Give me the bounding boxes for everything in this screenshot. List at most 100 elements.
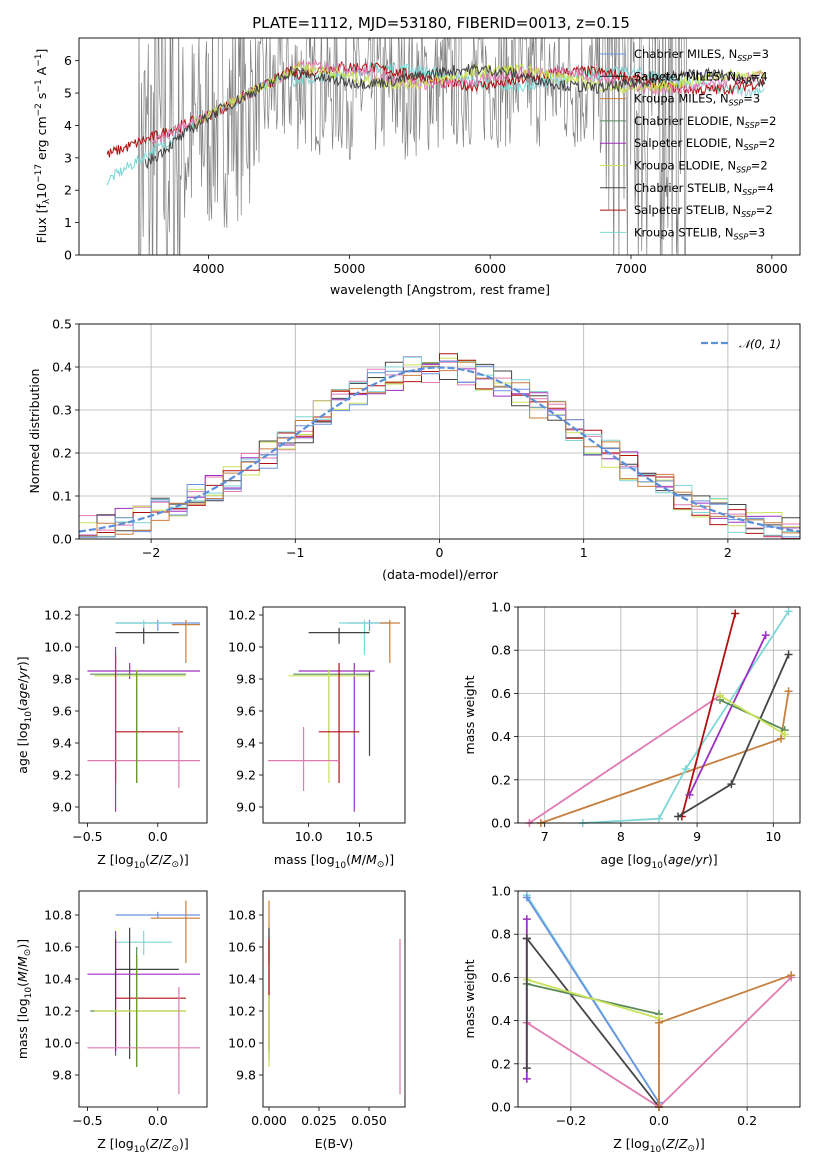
x-tick-label: 2 [724,545,732,560]
x-tick-label: 1 [580,545,588,560]
x-tick-label: −2 [142,545,160,560]
y-tick-label: 10.0 [44,640,72,655]
axes-frame [78,37,801,256]
series-marker [655,1018,663,1027]
y-tick-label: 9.2 [236,768,256,783]
x-tick-label: 10.5 [345,829,373,844]
y-tick-label: 0.0 [491,1100,511,1115]
y-tick-label: 9.8 [236,1068,256,1083]
y-tick-label: 0 [64,248,72,263]
series-line-kroupa_miles [540,691,790,824]
series-line-chabrier_stelib [677,654,790,818]
x-tick-label: 5000 [333,261,365,276]
x-tick-label: 0.050 [351,1113,387,1128]
y-tick-label: 0.2 [491,772,511,787]
series-line-kroupa_elodie [526,978,660,1020]
x-tick-label: 7000 [615,261,647,276]
y-tick-label: 3 [64,150,72,165]
axes-frame [517,890,801,1108]
x-tick-label: 8 [617,829,625,844]
y-tick-label: 0.4 [52,360,72,375]
x-tick-label: 0.0 [148,829,168,844]
series-marker [655,814,663,823]
series-marker [787,971,796,980]
x-axis-label: Z [log10(Z/Z⊙)] [613,1136,705,1155]
residuals-panel: −2 −1 0 1 2 0.0 0.1 0.2 0.3 0.4 0.5 𝒩(0, 1) (data-mo… [27,317,801,582]
y-tick-label: 9.2 [52,768,72,783]
series-marker [776,734,785,743]
y-axis-label: age [log10(age/yr)] [15,656,34,773]
y-tick-label: 0.3 [52,403,72,418]
y-tick-label: 10.8 [228,908,256,923]
y-tick-label: 9.4 [236,736,256,751]
y-axis-label: Normed distribution [27,369,42,494]
x-tick-label: −0.5 [72,829,102,844]
y-tick-label: 10.0 [44,1036,72,1051]
series-line-salpeter_stelib [681,613,737,817]
series-line-salpeter_elodie [688,634,767,796]
x-tick-label: −0.2 [556,1113,586,1128]
x-axis-label: (data-model)/error [382,567,499,582]
y-tick-label: 10.2 [228,1004,256,1019]
y-tick-label: 0.0 [52,532,72,547]
series-marker [715,691,724,700]
series-line-chabrier_miles [526,897,660,1104]
legend-label: Salpeter MILES, NSSP=4 [634,69,768,85]
legend-label: Chabrier STELIB, NSSP=4 [634,181,774,197]
y-tick-label: 5 [64,86,72,101]
mass-vs-z-panel: −0.5 0.0 9.8 10.0 10.2 10.4 10.6 10.8 Z [log10(Z… [15,890,208,1155]
series-marker [522,1074,531,1083]
normal-curve [79,366,800,533]
legend-label: Kroupa STELIB, NSSP=3 [634,225,765,241]
y-tick-label: 9.6 [52,704,72,719]
axes-frame [78,890,208,1108]
y-tick-label: 1.0 [491,600,511,615]
y-tick-label: 10.0 [228,1036,256,1051]
y-tick-label: 10.4 [228,972,256,987]
y-tick-label: 0.0 [491,816,511,831]
x-tick-label: 0.2 [737,1113,757,1128]
legend-label: Salpeter STELIB, NSSP=2 [634,203,773,219]
series-marker [674,812,683,821]
age-vs-z-panel: −0.5 0.0 9.0 9.2 9.4 9.6 9.8 10.0 10.2 Z [log10(Z… [15,606,208,871]
legend-label: Chabrier MILES, NSSP=3 [634,47,769,63]
x-tick-label: 9 [693,829,701,844]
x-tick-label: 10 [765,829,781,844]
y-tick-label: 1.0 [491,884,511,899]
y-tick-label: 2 [64,183,72,198]
y-tick-label: 0.8 [491,927,511,942]
y-tick-label: 9.0 [236,800,256,815]
figure-title: PLATE=1112, MJD=53180, FIBERID=0013, z=0… [252,14,630,32]
x-axis-label: age [log10(age/yr)] [600,852,717,871]
axes-frame [78,606,208,824]
series-marker [522,1064,531,1073]
series-marker [685,790,694,799]
y-tick-label: 0.6 [491,970,511,985]
y-tick-label: 4 [64,118,72,133]
x-tick-label: 0.025 [301,1113,337,1128]
y-tick-label: 9.4 [52,736,72,751]
series-marker [780,730,789,739]
y-tick-label: 10.2 [228,608,256,623]
y-tick-label: 10.0 [228,640,256,655]
x-tick-label: −0.5 [72,1113,102,1128]
y-tick-label: 9.0 [52,800,72,815]
y-tick-label: 9.8 [52,672,72,687]
x-tick-label: 4000 [193,261,225,276]
series-marker [681,765,690,773]
y-tick-label: 0.2 [491,1056,511,1071]
series-marker [761,631,770,640]
series-line-chabrier_stelib [526,937,660,1108]
y-tick-label: 10.2 [44,608,72,623]
y-tick-label: 0.4 [491,729,511,744]
y-tick-label: 10.2 [44,1004,72,1019]
series-marker [731,609,740,618]
y-tick-label: 10.4 [44,972,72,987]
x-axis-label: E(B-V) [315,1136,354,1151]
axes-frame [262,606,406,824]
legend-label: 𝒩(0, 1) [739,337,781,351]
x-tick-label: 6000 [474,261,506,276]
y-tick-label: 6 [64,53,72,68]
y-tick-label: 0.8 [491,643,511,658]
series-marker [522,934,531,943]
